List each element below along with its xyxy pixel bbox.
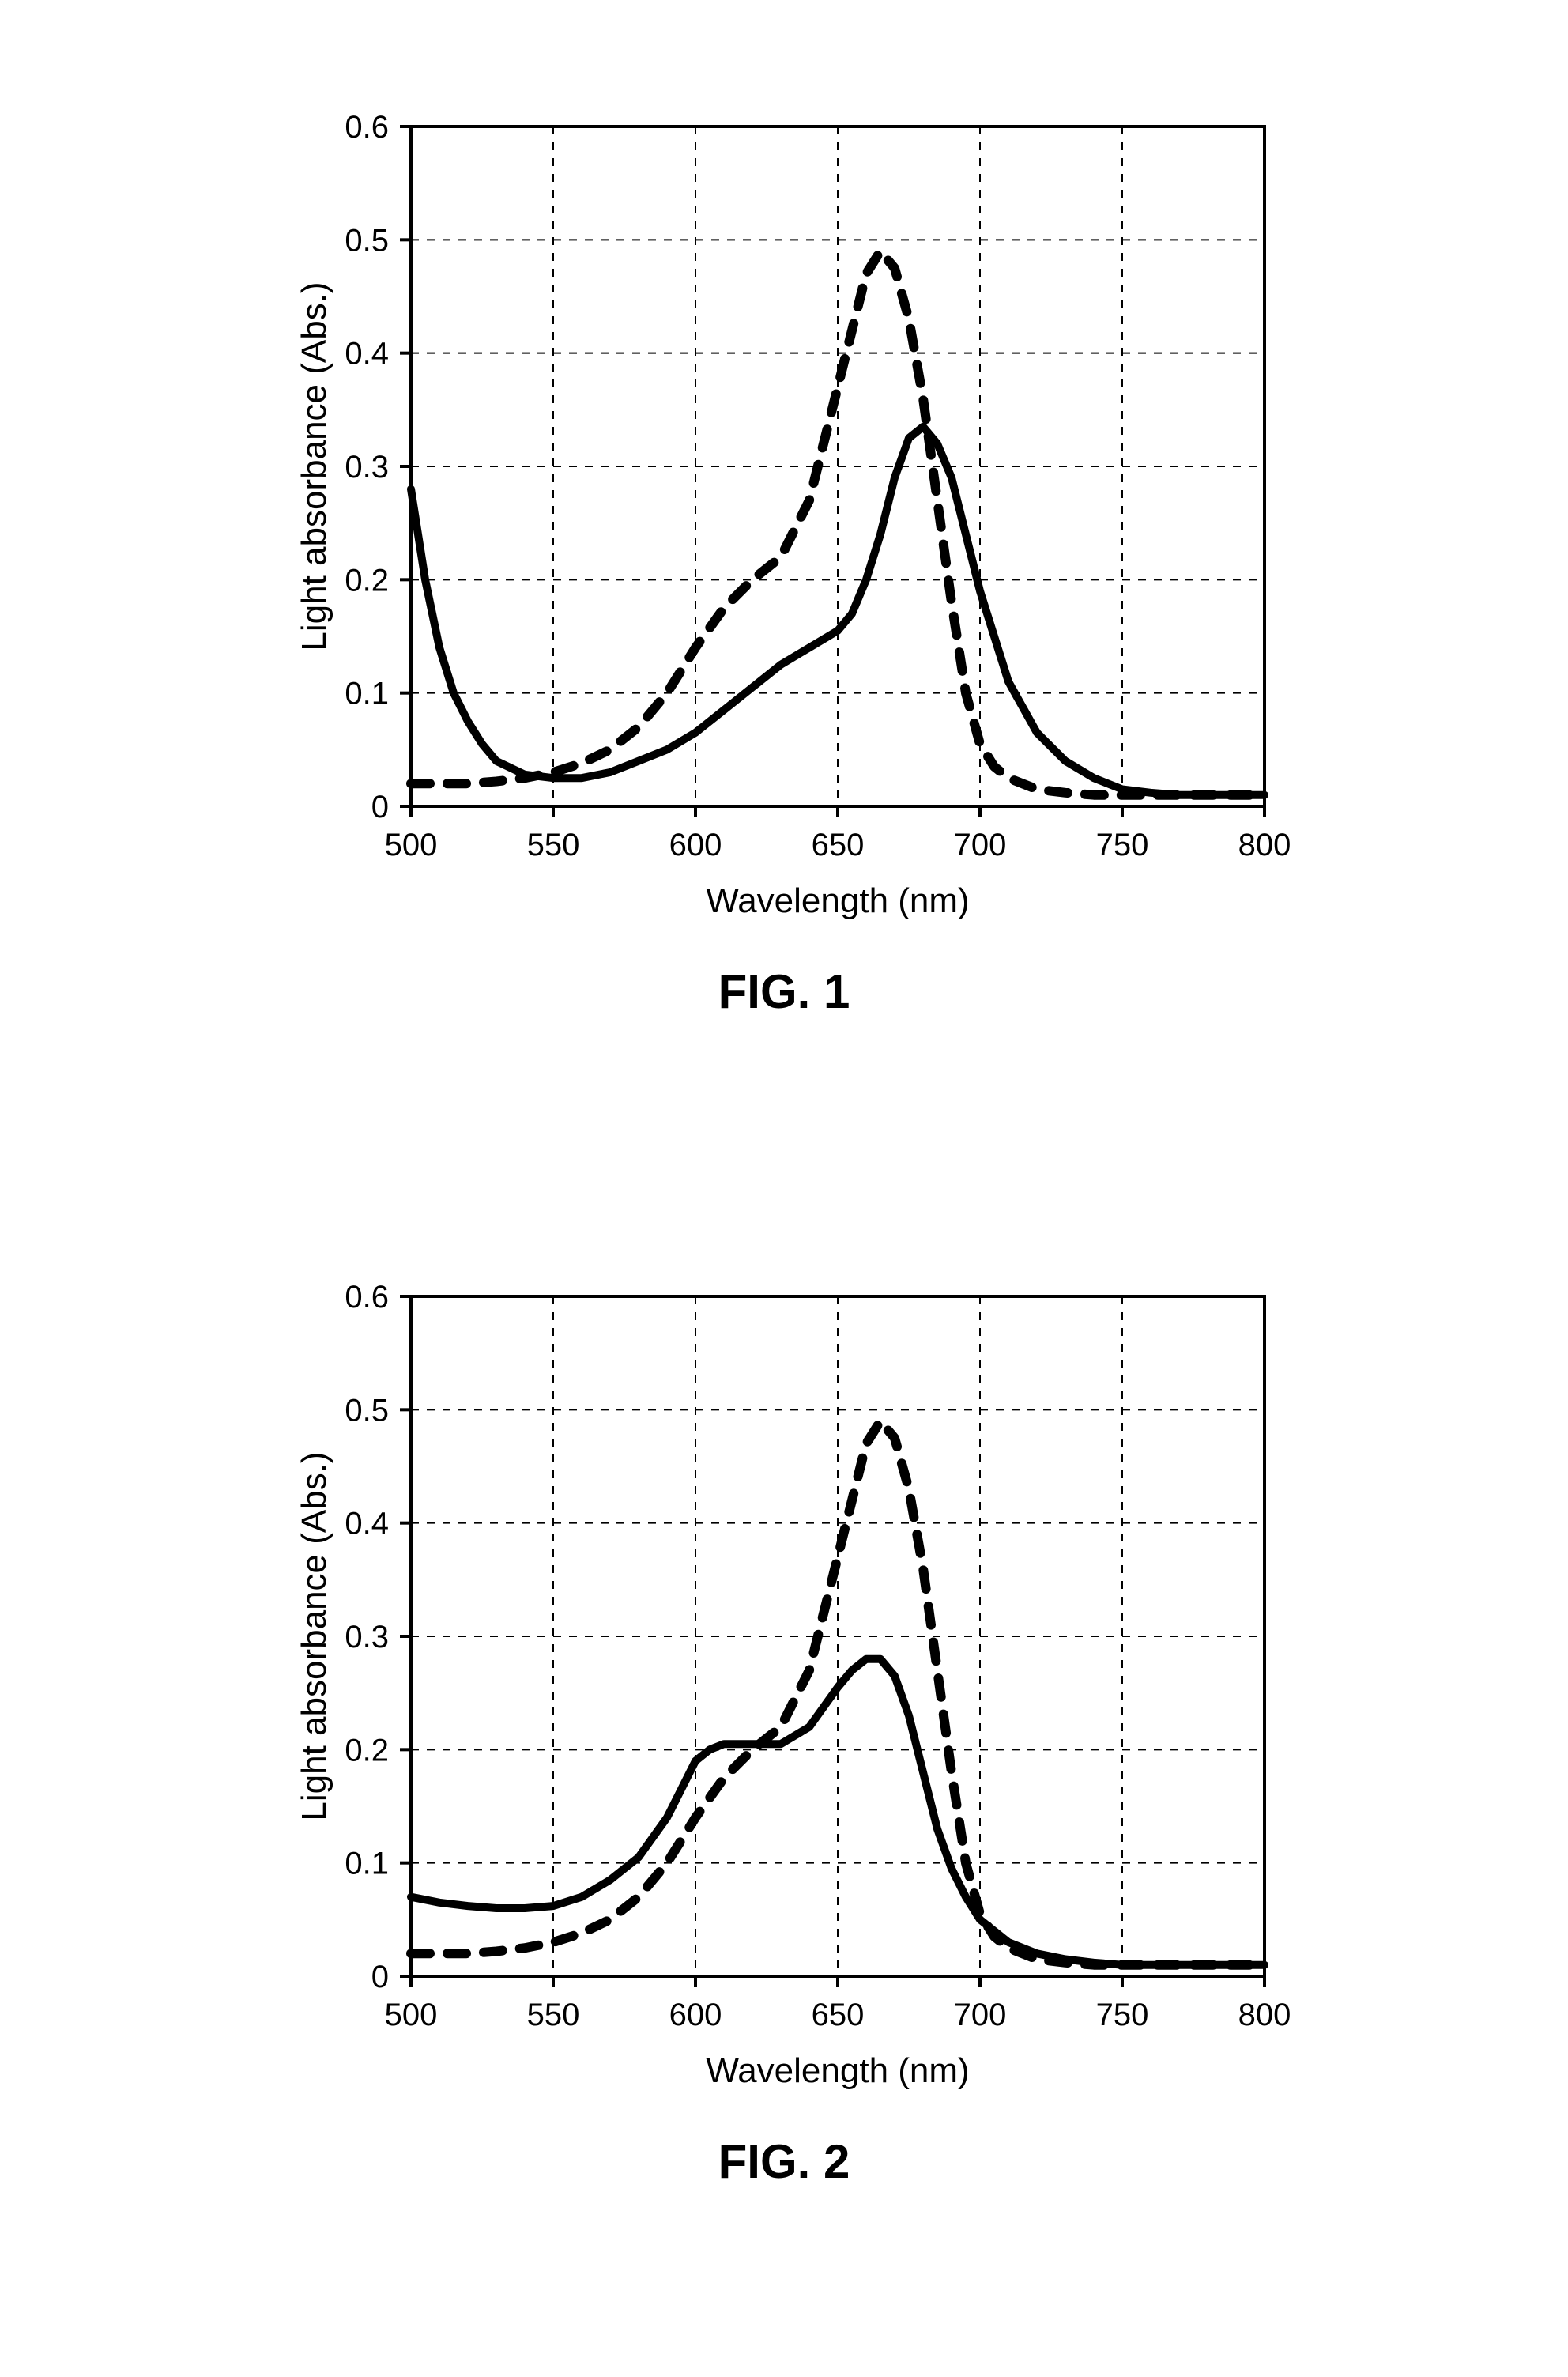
- x-tick-label: 550: [527, 828, 580, 862]
- x-tick-label: 600: [669, 1998, 722, 2032]
- x-tick-label: 650: [812, 828, 865, 862]
- y-tick-label: 0: [371, 1960, 389, 1994]
- x-tick-label: 750: [1096, 828, 1149, 862]
- y-tick-label: 0.5: [345, 223, 389, 258]
- figure-2-block: 500 550 600 650 700 750 800 0 0.1 0.2 0.3 0.4 0.5 0.6…: [221, 1265, 1347, 2189]
- figure-caption: FIG. 1: [221, 964, 1347, 1019]
- y-tick-label: 0.3: [345, 1620, 389, 1654]
- x-axis-label: Wavelength (nm): [706, 881, 969, 920]
- x-tick-label: 800: [1238, 828, 1291, 862]
- y-axis-label: Light absorbance (Abs.): [295, 1451, 334, 1820]
- y-tick-label: 0.4: [345, 337, 389, 372]
- y-tick-label: 0.4: [345, 1507, 389, 1541]
- x-tick-label: 700: [954, 1998, 1007, 2032]
- x-tick-label: 650: [812, 1998, 865, 2032]
- x-axis-label: Wavelength (nm): [706, 2051, 969, 2090]
- figure-1-block: 500 550 600 650 700 750 800 0 0.1 0.2 0.3 0.4 0.5 0.6…: [221, 95, 1347, 1019]
- y-tick-label: 0.3: [345, 450, 389, 485]
- page: 500 550 600 650 700 750 800 0 0.1 0.2 0.3 0.4 0.5 0.6…: [0, 0, 1568, 2377]
- y-tick-label: 0.1: [345, 1847, 389, 1881]
- y-tick-label: 0.6: [345, 110, 389, 145]
- x-tick-label: 750: [1096, 1998, 1149, 2032]
- y-tick-label: 0.5: [345, 1393, 389, 1428]
- y-tick-label: 0: [371, 790, 389, 824]
- x-tick-label: 550: [527, 1998, 580, 2032]
- x-tick-label: 500: [385, 1998, 438, 2032]
- y-tick-label: 0.1: [345, 677, 389, 711]
- x-tick-label: 600: [669, 828, 722, 862]
- x-tick-label: 700: [954, 828, 1007, 862]
- y-tick-label: 0.2: [345, 1733, 389, 1768]
- y-tick-label: 0.6: [345, 1280, 389, 1315]
- x-tick-label: 800: [1238, 1998, 1291, 2032]
- y-axis-label: Light absorbance (Abs.): [295, 281, 334, 651]
- chart: 500 550 600 650 700 750 800 0 0.1 0.2 0.3 0.4 0.5 0.6…: [221, 95, 1347, 933]
- y-tick-label: 0.2: [345, 563, 389, 598]
- x-tick-label: 500: [385, 828, 438, 862]
- chart: 500 550 600 650 700 750 800 0 0.1 0.2 0.3 0.4 0.5 0.6…: [221, 1265, 1347, 2103]
- figure-caption: FIG. 2: [221, 2134, 1347, 2189]
